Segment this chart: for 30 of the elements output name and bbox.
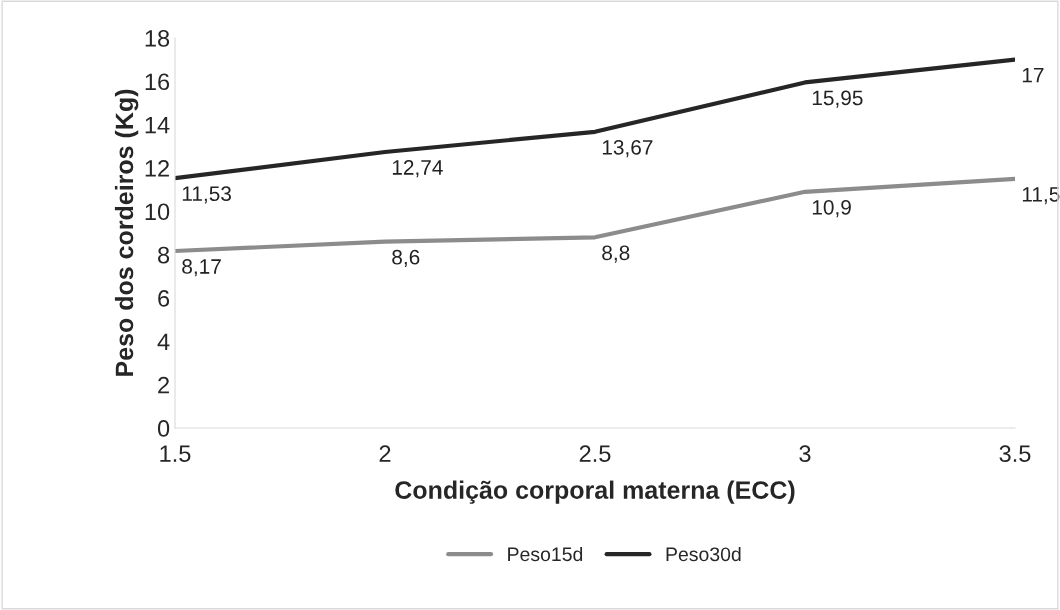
y-tick-label: 2 <box>158 376 169 394</box>
y-tick-label: 12 <box>145 160 169 177</box>
data-label: 11,5 <box>1022 187 1060 205</box>
x-tick-label: 2.5 <box>579 445 611 463</box>
y-tick-label: 8 <box>158 246 170 264</box>
data-label: 13,67 <box>602 139 653 158</box>
y-tick-label: 14 <box>145 116 170 134</box>
data-label: 8,8 <box>602 245 630 263</box>
x-tick-label: 3 <box>799 445 811 463</box>
x-axis-title: Condição corporal materna (ECC) <box>395 480 795 504</box>
y-tick-label: 0 <box>157 420 170 437</box>
data-label: 17 <box>1022 68 1044 83</box>
y-tick-label: 16 <box>145 73 170 91</box>
y-tick-label: 18 <box>145 30 170 47</box>
x-tick-label: 1.5 <box>160 445 191 463</box>
data-label: 8,17 <box>182 259 221 277</box>
data-label: 8,6 <box>392 249 420 268</box>
y-axis-title: Peso dos cordeiros (Kg) <box>114 89 139 376</box>
legend-label: Peso15d <box>508 546 583 562</box>
data-label: 11,53 <box>182 186 231 204</box>
x-tick-label: 2 <box>379 445 391 462</box>
legend-label: Peso30d <box>666 546 741 562</box>
data-label: 12,74 <box>392 160 443 178</box>
data-label: 10,9 <box>812 199 851 218</box>
y-tick-label: 4 <box>157 333 170 350</box>
y-tick-label: 10 <box>145 203 170 221</box>
y-tick-label: 6 <box>158 290 170 307</box>
data-label: 15,95 <box>812 90 863 108</box>
line-series <box>175 57 1015 181</box>
x-tick-label: 3.5 <box>999 445 1031 463</box>
